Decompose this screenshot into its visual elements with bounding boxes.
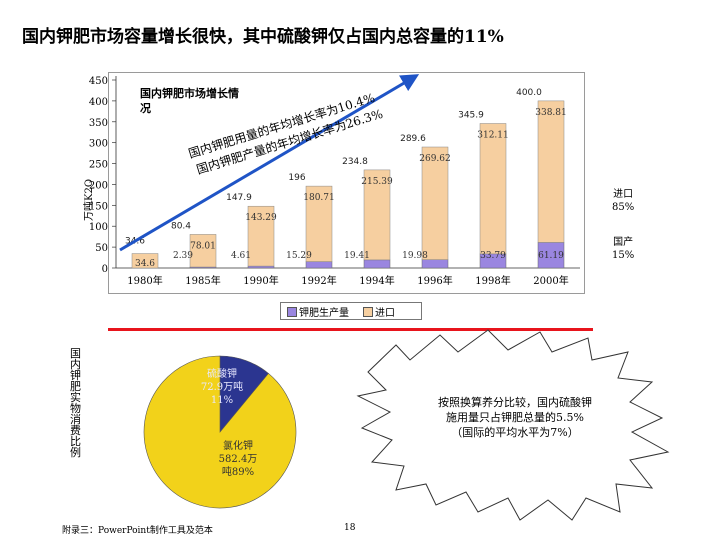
total-value-label: 147.9 (226, 193, 252, 203)
pie-label-chloride: 氯化钾 582.4万 吨89% (218, 441, 258, 478)
bar-import (537, 100, 565, 243)
x-tick-label: 1992年 (301, 274, 336, 287)
domestic-value-label: 61.19 (538, 251, 564, 261)
x-tick-label: 1996年 (417, 274, 452, 287)
x-tick-label: 1994年 (359, 274, 394, 287)
pie-slice-chloride (143, 355, 297, 509)
y-tick-label: 100 (89, 222, 108, 233)
y-tick-label: 350 (89, 118, 108, 129)
growth-arrow (119, 74, 420, 252)
bar-import (131, 253, 159, 269)
legend-label-import: 进口 (375, 308, 395, 319)
total-value-label: 196 (288, 173, 305, 183)
y-tick-label: 0 (102, 264, 108, 275)
x-tick-label: 1998年 (475, 274, 510, 287)
legend-swatch-domestic (287, 307, 297, 317)
total-value-label: 234.8 (342, 157, 368, 167)
domestic-value-label: 19.98 (402, 251, 428, 261)
chart-title: 国内钾肥市场增长情况 (140, 87, 239, 115)
y-tick-label: 400 (89, 97, 108, 108)
bar-import (363, 169, 391, 261)
total-value-label: 400.0 (516, 88, 542, 98)
import-value-label: 338.81 (535, 108, 567, 118)
legend-label-domestic: 钾肥生产量 (299, 308, 349, 319)
bar-import (305, 185, 333, 262)
import-value-label: 78.01 (190, 241, 216, 251)
domestic-share-label: 国产 15% (612, 237, 635, 261)
callout-shape (356, 329, 670, 521)
x-tick-label: 1990年 (243, 274, 278, 287)
y-tick-label: 250 (89, 160, 108, 171)
bar-import (421, 146, 449, 260)
legend-swatch-import (363, 307, 373, 317)
domestic-value-label: 4.61 (231, 251, 251, 261)
chart-legend: 钾肥生产量 进口 (280, 302, 422, 320)
bar-import (189, 234, 217, 268)
footer-note: 附录三：PowerPoint制作工具及范本 (62, 526, 213, 536)
import-value-label: 34.6 (135, 259, 155, 269)
callout-text: 按照换算养分比较，国内硫酸钾 施用量只占钾肥总量的5.5% （国际的平均水平为7… (438, 396, 592, 439)
import-value-label: 312.11 (477, 130, 509, 140)
bar-import (247, 205, 275, 267)
y-tick-label: 50 (95, 243, 108, 254)
x-tick-label: 1980年 (127, 274, 162, 287)
bar-import (479, 123, 507, 255)
import-share-label: 进口 85% (612, 189, 635, 213)
y-tick-label: 200 (89, 180, 108, 191)
bar-domestic (537, 242, 565, 269)
pie-label-sulfate: 硫酸钾 72.9万吨 11% (200, 369, 244, 406)
y-axis-label: 万吨K2O (82, 179, 95, 221)
import-value-label: 143.29 (245, 213, 277, 223)
total-value-label: 289.6 (400, 134, 426, 144)
y-tick-label: 450 (89, 76, 108, 87)
x-tick-label: 2000年 (533, 274, 568, 287)
x-tick-label: 1985年 (185, 274, 220, 287)
domestic-value-label: 15.29 (286, 251, 312, 261)
y-tick-label: 150 (89, 201, 108, 212)
pie-caption: 国内钾肥实物消费比例 (70, 347, 81, 459)
domestic-value-label: 19.41 (344, 251, 370, 261)
y-tick-label: 300 (89, 139, 108, 150)
total-value-label: 345.9 (458, 110, 484, 120)
divider-line (108, 328, 593, 331)
import-value-label: 269.62 (419, 154, 451, 164)
page-number: 18 (344, 523, 356, 533)
domestic-value-label: 33.79 (480, 251, 506, 261)
import-value-label: 180.71 (303, 193, 335, 203)
domestic-value-label: 2.39 (173, 251, 193, 261)
total-value-label: 80.4 (171, 221, 191, 231)
import-value-label: 215.39 (361, 177, 393, 187)
page-title: 国内钾肥市场容量增长很快，其中硫酸钾仅占国内总容量的11% (22, 27, 504, 47)
